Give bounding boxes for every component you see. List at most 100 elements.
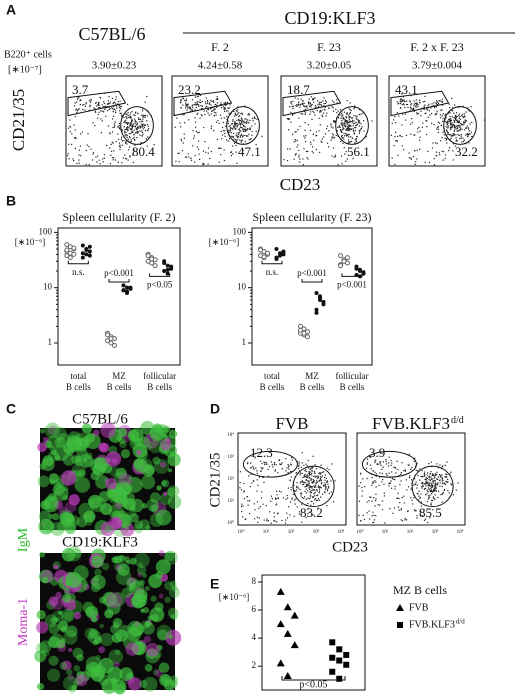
event-dot [249, 512, 251, 515]
event-dot [439, 100, 441, 102]
event-dot [456, 127, 459, 129]
event-dot [400, 101, 402, 103]
event-dot [442, 131, 444, 133]
event-dot [386, 474, 388, 476]
event-dot [362, 120, 365, 122]
event-dot [347, 125, 349, 128]
event-dot [459, 118, 461, 120]
event-dot [291, 497, 293, 499]
event-dot [371, 476, 373, 479]
stain-speck [34, 650, 47, 663]
event-dot [454, 120, 456, 122]
stain-speck [150, 504, 159, 513]
event-dot [275, 498, 277, 500]
data-point [338, 253, 343, 259]
event-dot [66, 155, 69, 157]
event-dot [256, 470, 258, 472]
event-dot [413, 103, 415, 105]
event-dot [434, 476, 436, 478]
legend-label: FVB.KLF3 [409, 619, 455, 630]
event-dot [320, 101, 322, 103]
event-dot [416, 484, 418, 486]
event-dot [359, 473, 362, 475]
event-dot [185, 156, 188, 158]
event-dot [108, 108, 110, 111]
y-unit: [∗10⁻⁶] [15, 237, 45, 247]
event-dot [371, 515, 373, 517]
stain-speck [99, 623, 104, 629]
event-dot [225, 125, 227, 127]
event-dot [437, 121, 439, 123]
event-dot [237, 135, 239, 138]
event-dot [427, 116, 429, 118]
event-dot [311, 472, 313, 475]
event-dot [241, 139, 243, 141]
event-dot [452, 132, 454, 135]
event-dot [214, 108, 216, 110]
stain-speck [40, 428, 46, 434]
event-dot [394, 135, 396, 138]
event-dot [333, 501, 335, 503]
event-dot [419, 496, 421, 499]
event-dot [326, 125, 329, 127]
event-dot [456, 130, 458, 132]
gate-value: 3.9 [369, 445, 385, 460]
event-dot [275, 490, 278, 492]
event-dot [240, 133, 243, 135]
event-dot [245, 120, 248, 123]
event-dot [397, 154, 399, 156]
stain-speck [74, 477, 91, 493]
event-dot [121, 140, 123, 142]
event-dot [100, 118, 102, 120]
event-dot [110, 154, 112, 156]
event-dot [120, 138, 122, 140]
stain-speck [111, 632, 122, 644]
event-dot [232, 120, 234, 122]
event-dot [131, 131, 133, 133]
event-dot [248, 122, 250, 124]
event-dot [431, 499, 433, 502]
event-dot [258, 507, 260, 510]
event-dot [451, 116, 453, 118]
event-dot [97, 104, 99, 106]
event-dot [95, 102, 97, 104]
event-dot [239, 471, 241, 473]
stain-speck [166, 487, 176, 497]
event-dot [303, 105, 305, 107]
event-dot [469, 123, 471, 125]
event-dot [439, 474, 441, 476]
event-dot [298, 156, 300, 158]
event-dot [127, 138, 130, 141]
event-dot [238, 121, 241, 123]
event-dot [319, 151, 321, 153]
event-dot [141, 124, 143, 127]
event-dot [351, 121, 354, 123]
event-dot [139, 130, 141, 132]
stain-speck [105, 478, 117, 490]
event-dot [398, 474, 400, 477]
stain-speck [39, 551, 46, 558]
event-dot [296, 105, 298, 107]
event-dot [434, 142, 437, 144]
event-dot [287, 487, 290, 489]
event-dot [332, 110, 335, 112]
event-dot [131, 129, 133, 131]
event-dot [225, 110, 228, 112]
event-dot [194, 104, 196, 106]
event-dot [204, 141, 206, 143]
event-dot [258, 476, 260, 478]
event-dot [313, 485, 315, 487]
event-dot [83, 103, 85, 106]
event-dot [299, 161, 301, 163]
event-dot [460, 137, 462, 139]
bracket [341, 273, 363, 277]
event-dot [350, 125, 352, 127]
event-dot [366, 512, 368, 514]
data-point [276, 587, 285, 595]
event-dot [363, 130, 365, 132]
event-dot [463, 139, 465, 141]
event-dot [318, 492, 320, 494]
event-dot [303, 104, 305, 107]
event-dot [446, 120, 449, 122]
event-dot [434, 494, 436, 496]
